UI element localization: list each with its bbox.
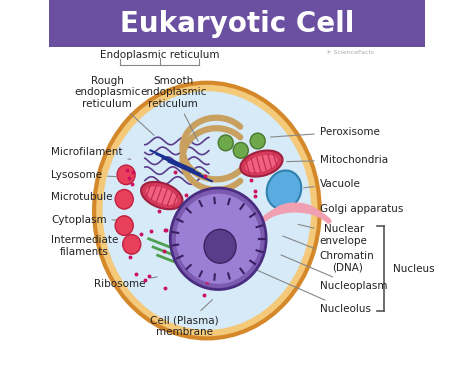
Text: Intermediate
filaments: Intermediate filaments <box>51 235 131 257</box>
Text: Smooth
endoplasmic
reticulum: Smooth endoplasmic reticulum <box>140 76 206 141</box>
Text: Peroxisome: Peroxisome <box>271 127 380 137</box>
Ellipse shape <box>102 91 311 330</box>
Ellipse shape <box>246 155 278 172</box>
Text: Lysosome: Lysosome <box>51 170 116 180</box>
Text: Microfilament: Microfilament <box>51 147 131 159</box>
Ellipse shape <box>141 182 182 209</box>
Text: Eukaryotic Cell: Eukaryotic Cell <box>120 10 354 38</box>
Ellipse shape <box>176 194 261 284</box>
Ellipse shape <box>240 150 283 177</box>
Text: Cell (Plasma)
membrane: Cell (Plasma) membrane <box>150 300 219 337</box>
Text: Chromatin
(DNA): Chromatin (DNA) <box>283 236 374 272</box>
Ellipse shape <box>117 165 135 185</box>
Ellipse shape <box>170 188 266 290</box>
Ellipse shape <box>250 133 265 149</box>
Text: Nuclear
envelope: Nuclear envelope <box>298 224 368 246</box>
Text: Microtubule: Microtubule <box>51 193 131 202</box>
Ellipse shape <box>123 235 141 254</box>
Text: Endoplasmic reticulum: Endoplasmic reticulum <box>100 50 219 60</box>
Text: Nucleolus: Nucleolus <box>239 262 371 314</box>
Text: Ribosome: Ribosome <box>94 277 157 289</box>
Ellipse shape <box>218 135 233 151</box>
Text: Vacuole: Vacuole <box>304 179 361 189</box>
Text: Cytoplasm: Cytoplasm <box>51 215 119 225</box>
Ellipse shape <box>115 190 133 209</box>
Ellipse shape <box>115 216 133 235</box>
Text: Nucleus: Nucleus <box>392 264 434 274</box>
Ellipse shape <box>233 143 248 158</box>
Text: ☀ ScienceFacts: ☀ ScienceFacts <box>326 49 374 55</box>
FancyBboxPatch shape <box>49 0 425 47</box>
Ellipse shape <box>94 83 320 338</box>
Text: Golgi apparatus: Golgi apparatus <box>312 204 403 214</box>
Ellipse shape <box>146 186 178 205</box>
Text: Nucleoplasm: Nucleoplasm <box>281 255 387 291</box>
Text: Mitochondria: Mitochondria <box>287 155 388 165</box>
Ellipse shape <box>204 229 236 263</box>
Text: Rough
endoplasmic
reticulum: Rough endoplasmic reticulum <box>74 76 154 135</box>
Ellipse shape <box>267 170 301 209</box>
